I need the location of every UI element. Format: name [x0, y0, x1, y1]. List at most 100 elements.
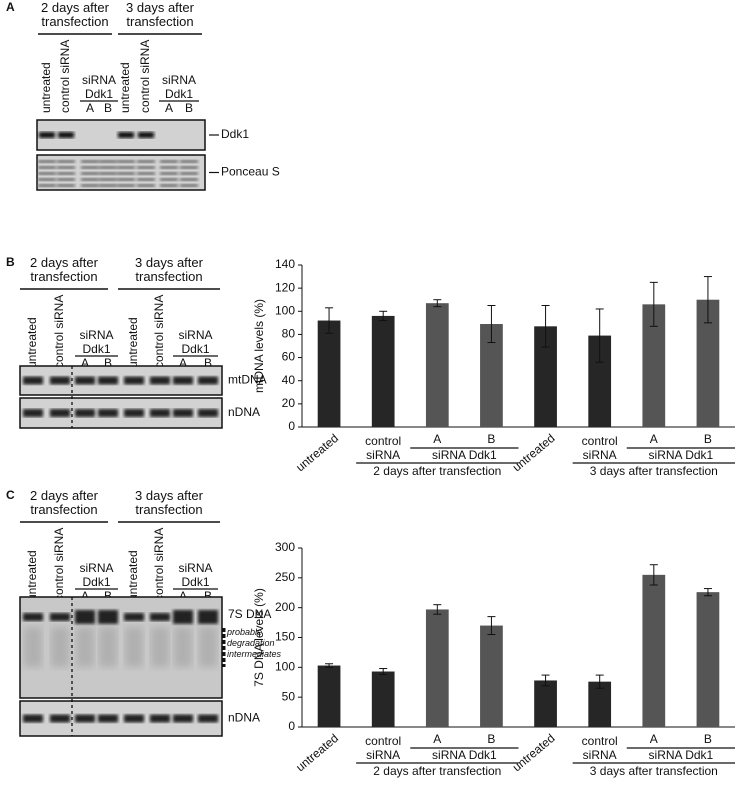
panel-label: C	[6, 488, 15, 502]
blot-band	[38, 178, 56, 181]
blot-band	[38, 160, 56, 163]
lane-letter: B	[204, 589, 212, 603]
blot-band	[57, 160, 75, 163]
blot-band	[150, 376, 170, 385]
bar	[588, 681, 612, 727]
blot-band	[98, 409, 118, 417]
y-tick-label: 40	[282, 373, 296, 387]
x-tick-label: control siRNA	[365, 734, 402, 762]
lane-letter: A	[179, 589, 187, 603]
blot-band	[117, 160, 135, 163]
blot-band	[99, 184, 117, 187]
lane-label: untreated	[39, 62, 53, 113]
y-tick-label: 50	[282, 689, 296, 703]
y-tick-label: 300	[275, 540, 295, 554]
panel-label: B	[6, 255, 15, 269]
x-tick-label: B	[704, 732, 712, 746]
x-supergroup-label: 2 days after transfection	[373, 764, 501, 778]
blot-band	[173, 714, 193, 723]
x-group-label: siRNA Ddk1	[432, 748, 497, 762]
y-tick-label: 120	[275, 280, 295, 294]
x-supergroup-label: 3 days after transfection	[590, 464, 718, 478]
smear	[199, 627, 217, 667]
blot-band	[57, 184, 75, 187]
blot-band	[75, 610, 95, 624]
group-header: 3 days after transfection	[135, 488, 203, 517]
blot-band	[124, 714, 144, 723]
x-tick-label: untreated	[293, 431, 341, 474]
lane-letter: A	[179, 356, 187, 370]
bar	[696, 299, 720, 427]
blot-band	[180, 178, 198, 181]
blot-band	[50, 376, 70, 385]
band-label: Ddk1	[221, 127, 249, 141]
blot-band	[160, 160, 178, 163]
blot-band	[173, 376, 193, 385]
bar	[371, 315, 395, 427]
lane-label: control siRNA	[58, 40, 72, 113]
bar	[317, 665, 341, 727]
lane-label: control siRNA	[152, 528, 166, 601]
smear	[174, 627, 192, 667]
blot-band	[81, 172, 99, 175]
y-tick-label: 140	[275, 257, 295, 271]
x-tick-label: untreated	[293, 731, 341, 774]
blot-band	[137, 160, 155, 163]
panel-label: A	[6, 0, 15, 14]
x-tick-label: A	[650, 432, 658, 446]
blot-band	[173, 409, 193, 417]
blot-band	[38, 166, 56, 169]
blot-band	[180, 172, 198, 175]
blot-band	[57, 166, 75, 169]
blot-band	[98, 376, 118, 385]
lane-letter: A	[81, 589, 89, 603]
bar	[534, 680, 557, 727]
blot-band	[160, 166, 178, 169]
bar	[425, 609, 449, 727]
smear	[125, 627, 143, 667]
smear	[51, 627, 69, 667]
blot-band	[99, 172, 117, 175]
smear	[99, 627, 117, 667]
lane-letter: B	[104, 589, 112, 603]
blot-band	[137, 184, 155, 187]
x-tick-label: B	[487, 732, 495, 746]
x-tick-label: untreated	[510, 431, 558, 474]
x-group-label: siRNA Ddk1	[649, 448, 714, 462]
x-tick-label: control siRNA	[365, 434, 402, 462]
lane-label: control siRNA	[52, 295, 66, 368]
bar	[371, 671, 395, 727]
blot-band	[99, 178, 117, 181]
lane-letter: B	[185, 101, 193, 115]
blot-band	[117, 184, 135, 187]
y-tick-label: 200	[275, 600, 295, 614]
blot-band	[50, 613, 70, 621]
bar	[534, 326, 557, 427]
blot-band	[180, 166, 198, 169]
blot-band	[117, 172, 135, 175]
blot-band	[137, 172, 155, 175]
blot-band	[75, 714, 95, 723]
lane-label: control siRNA	[52, 528, 66, 601]
blot-band	[173, 610, 193, 624]
smear	[24, 627, 42, 667]
smear	[76, 627, 94, 667]
blot-band	[99, 160, 117, 163]
x-supergroup-label: 3 days after transfection	[590, 764, 718, 778]
blot-band	[124, 376, 144, 385]
bar	[480, 625, 503, 727]
blot-band	[180, 184, 198, 187]
lane-letter: A	[165, 101, 173, 115]
group-header: 3 days after transfection	[135, 255, 203, 284]
x-tick-label: control siRNA	[581, 734, 618, 762]
blot-band	[98, 714, 118, 723]
blot-band	[81, 166, 99, 169]
x-tick-label: control siRNA	[581, 434, 618, 462]
blot-band	[75, 376, 95, 385]
sirna-label: siRNA Ddk1	[178, 561, 213, 589]
lane-letter: B	[104, 101, 112, 115]
blot-band	[23, 613, 43, 621]
sirna-label: siRNA Ddk1	[81, 73, 116, 101]
blot-band	[180, 160, 198, 163]
